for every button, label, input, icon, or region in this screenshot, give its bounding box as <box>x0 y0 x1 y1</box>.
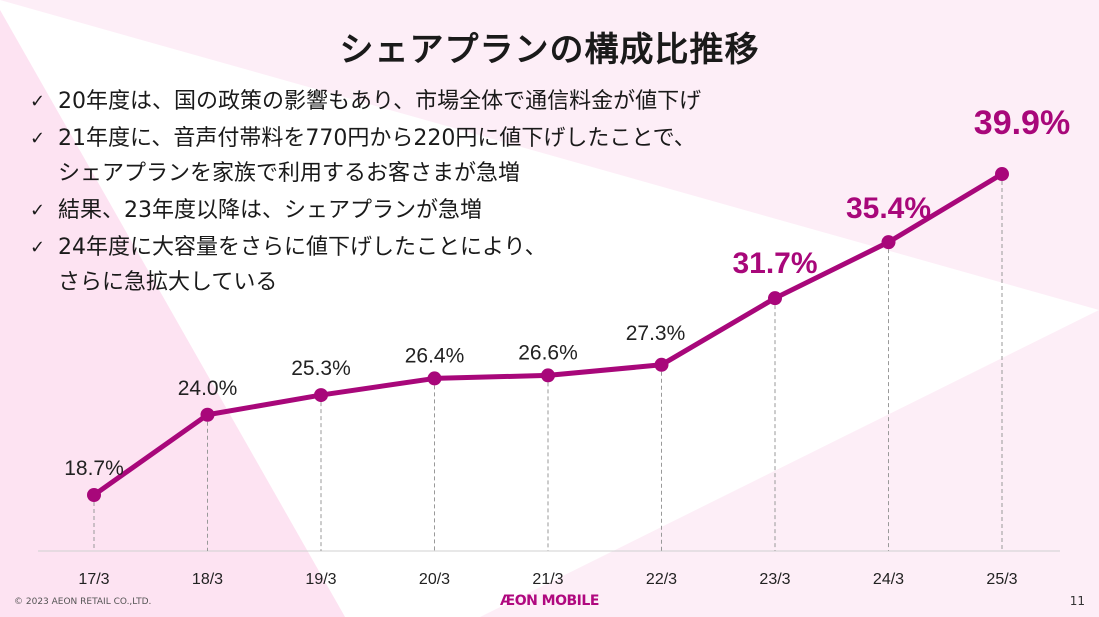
copyright: © 2023 AEON RETAIL CO.,LTD. <box>14 597 152 607</box>
x-tick-label: 17/3 <box>78 571 109 588</box>
x-tick-label: 18/3 <box>192 571 223 588</box>
data-point <box>427 371 442 386</box>
x-tick-label: 20/3 <box>419 571 450 588</box>
data-point <box>87 488 101 502</box>
data-label: 27.3% <box>626 322 686 345</box>
check-icon: ✓ <box>30 91 46 112</box>
x-tick-label: 24/3 <box>873 571 904 588</box>
check-icon: ✓ <box>30 237 46 258</box>
x-tick-label: 25/3 <box>986 571 1017 588</box>
data-label: 24.0% <box>178 377 238 400</box>
data-point <box>768 291 782 306</box>
bullet-list: ✓ 20年度は、国の政策の影響もあり、市場全体で通信料金が値下げ ✓ 21年度に、音… <box>30 84 701 300</box>
x-tick-label: 19/3 <box>305 571 336 588</box>
data-point <box>200 407 215 422</box>
bullet-item: ✓ 20年度は、国の政策の影響もあり、市場全体で通信料金が値下げ <box>30 84 701 119</box>
data-label: 26.6% <box>518 341 578 364</box>
x-tick-label: 23/3 <box>759 571 790 588</box>
data-point <box>541 368 555 383</box>
x-tick-label: 21/3 <box>532 571 563 588</box>
data-label: 25.3% <box>291 357 351 380</box>
check-icon: ✓ <box>30 128 46 149</box>
data-label: 31.7% <box>732 247 817 280</box>
data-point <box>314 388 328 403</box>
aeon-mobile-logo: ÆON MOBILE <box>500 593 599 609</box>
bullet-item: ✓ 結果、23年度以降は、シェアプランが急増 <box>30 193 701 228</box>
bullet-item: ✓ 21年度に、音声付帯料を770円から220円に値下げしたことで、 シェアプラン… <box>30 121 701 191</box>
data-point <box>995 167 1009 182</box>
check-icon: ✓ <box>30 200 46 221</box>
data-label: 35.4% <box>846 192 931 225</box>
bullet-item: ✓ 24年度に大容量をさらに値下げしたことにより、 さらに急拡大している <box>30 230 701 300</box>
data-point <box>881 235 896 250</box>
page-title: シェアプランの構成比推移 <box>339 30 760 70</box>
data-point <box>654 357 669 372</box>
page-number: 11 <box>1069 594 1085 608</box>
data-label: 39.9% <box>974 104 1070 142</box>
x-tick-label: 22/3 <box>646 571 677 588</box>
data-label: 26.4% <box>405 344 465 367</box>
data-label: 18.7% <box>64 457 124 480</box>
